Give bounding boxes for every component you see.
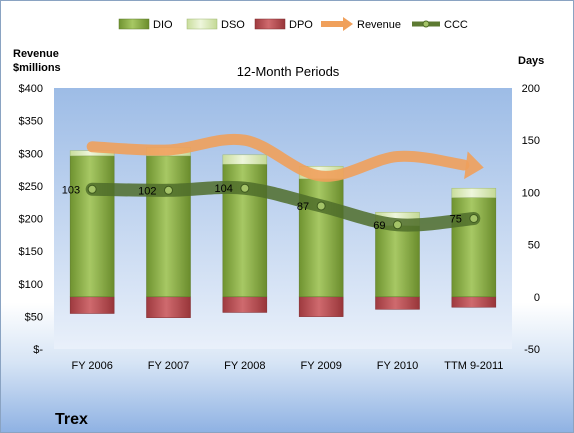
revenue-line	[86, 133, 470, 182]
ccc-label-5: 75	[450, 214, 462, 226]
bar-dio-0	[69, 155, 115, 298]
legend: DIO DSO DPO Revenue CCC	[118, 17, 468, 31]
y-left-tick-0: $-	[33, 344, 43, 356]
legend-swatch-dpo	[254, 18, 286, 30]
y-left-tick-2: $100	[19, 279, 43, 291]
chart-title: 12-Month Periods	[237, 64, 340, 79]
bar-dpo-4	[375, 296, 420, 310]
y-left-tick-6: $300	[19, 148, 43, 160]
bar-dso-2	[222, 154, 268, 165]
ccc-label-1: 102	[138, 185, 156, 197]
legend-label-ccc: CCC	[444, 19, 468, 31]
y-left-tick-3: $150	[19, 246, 43, 258]
bar-dio-1	[146, 155, 191, 298]
bar-dpo-1	[146, 296, 191, 318]
x-tick-1: FY 2007	[148, 360, 189, 372]
ccc-line	[85, 180, 481, 232]
ccc-point-5	[469, 214, 479, 223]
ccc-label-0: 103	[62, 184, 80, 196]
bar-dpo-2	[222, 296, 268, 313]
x-tick-4: FY 2010	[377, 360, 418, 372]
legend-swatch-dso	[186, 18, 218, 30]
ccc-point-2	[240, 183, 250, 193]
legend-swatch-ccc	[412, 20, 440, 28]
bar-dso-5	[451, 187, 497, 198]
y-left-tick-7: $350	[19, 116, 43, 128]
ccc-label-3: 87	[297, 201, 309, 213]
y-left-axis-title-line1: Revenue	[13, 48, 59, 60]
y-left-tick-4: $200	[19, 214, 43, 226]
y-right-tick-5: 200	[522, 83, 540, 95]
legend-label-revenue: Revenue	[357, 19, 401, 31]
company-name: Trex	[55, 411, 88, 428]
x-tick-0: FY 2006	[71, 360, 112, 372]
y-right-tick-0: -50	[524, 344, 540, 356]
x-tick-labels: FY 2006 FY 2007 FY 2008 FY 2009 FY 2010 TTM 9…	[71, 360, 503, 372]
legend-label-dio: DIO	[153, 19, 173, 31]
x-tick-3: FY 2009	[300, 360, 341, 372]
y-left-tick-5: $250	[19, 181, 43, 193]
legend-label-dpo: DPO	[289, 19, 313, 31]
y-right-tick-2: 50	[528, 240, 540, 252]
legend-swatch-revenue	[321, 17, 353, 31]
y-right-tick-4: 150	[522, 135, 540, 147]
bar-dio-4	[375, 225, 420, 298]
y-right-tick-3: 100	[522, 187, 540, 199]
ccc-series: 103 102 104 87 69 75	[62, 180, 481, 232]
bar-dpo-0	[69, 296, 115, 314]
y-left-tick-labels: $- $50 $100 $150 $200 $250 $300 $350 $400	[19, 83, 44, 356]
ccc-point-3	[316, 201, 326, 211]
ccc-point-1	[164, 185, 173, 195]
ccc-label-4: 69	[373, 220, 385, 232]
ccc-point-4	[393, 220, 402, 230]
x-tick-5: TTM 9-2011	[444, 360, 503, 372]
y-right-axis-title: Days	[518, 55, 544, 67]
revenue-arrowhead	[464, 151, 484, 180]
legend-swatch-dio	[118, 18, 150, 30]
bar-dpo-5	[451, 296, 497, 308]
y-right-tick-labels: -50 0 50 100 150 200	[522, 83, 540, 356]
x-tick-2: FY 2008	[224, 360, 265, 372]
y-left-tick-1: $50	[25, 311, 43, 323]
bar-dpo-3	[298, 296, 344, 317]
y-left-tick-8: $400	[19, 83, 43, 95]
ccc-label-2: 104	[214, 183, 232, 195]
y-left-axis-title-line2: $millions	[13, 62, 61, 74]
ccc-point-0	[87, 184, 97, 194]
y-right-tick-1: 0	[534, 292, 540, 304]
revenue-series	[86, 133, 484, 182]
legend-label-dso: DSO	[221, 19, 245, 31]
